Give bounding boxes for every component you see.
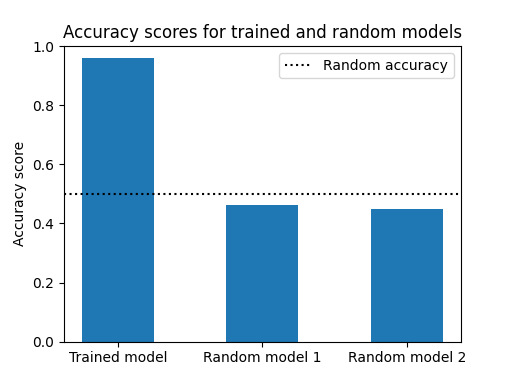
Bar (226, 205, 298, 342)
Bar (82, 58, 154, 342)
Bar (371, 209, 443, 342)
Random accuracy (260, 192, 266, 196)
Title: Accuracy scores for trained and random models: Accuracy scores for trained and random m… (63, 24, 462, 42)
Random accuracy (115, 192, 121, 196)
Y-axis label: Accuracy score: Accuracy score (13, 141, 27, 247)
Legend: Random accuracy: Random accuracy (279, 53, 454, 78)
